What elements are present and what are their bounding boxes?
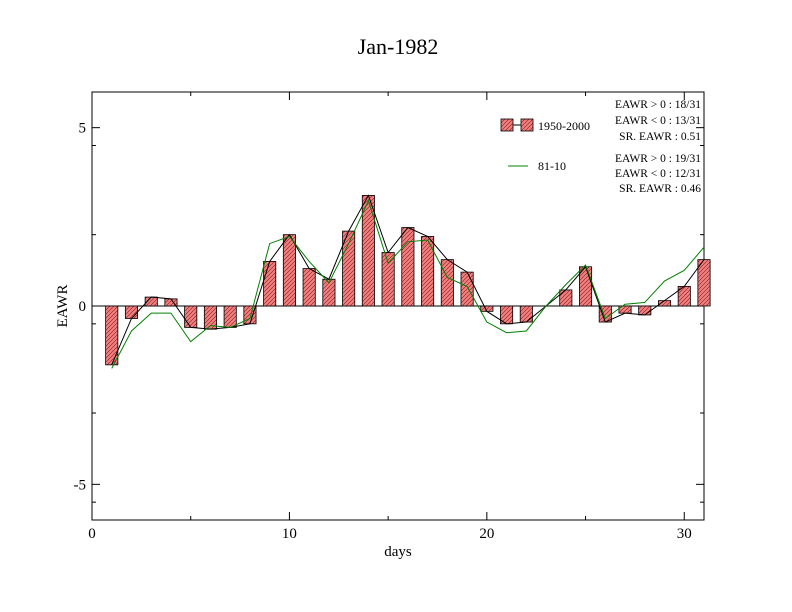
bar: [302, 268, 316, 307]
line-series-81-10: [111, 199, 705, 369]
bar-series-outline-line: [111, 194, 705, 366]
legend-label-81-10: 81-10: [538, 159, 566, 173]
bar: [519, 305, 533, 323]
x-axis: 0 10 20 30: [88, 92, 692, 542]
stat-line: EAWR > 0 : 19/31: [615, 153, 701, 165]
x-axis-label: days: [384, 544, 412, 560]
chart-title: Jan-1982: [358, 34, 439, 59]
bar: [184, 305, 198, 328]
bar: [381, 252, 395, 307]
stat-line: SR. EAWR : 0.46: [619, 183, 701, 195]
legend-swatch-bar-right: [520, 118, 534, 132]
bar: [579, 266, 593, 307]
y-tick-label: 5: [79, 121, 87, 137]
stats-81-10: EAWR > 0 : 19/31 EAWR < 0 : 12/31 SR. EA…: [615, 153, 701, 195]
bar: [124, 305, 139, 319]
bar: [440, 259, 454, 307]
bar: [361, 195, 375, 307]
y-tick-label: -5: [74, 477, 87, 493]
x-tick-label: 20: [479, 526, 494, 542]
stat-line: EAWR < 0 : 12/31: [615, 168, 701, 180]
bar: [223, 305, 237, 328]
x-tick-label: 10: [282, 526, 297, 542]
bar: [697, 259, 711, 307]
y-tick-label: 0: [79, 299, 87, 315]
stat-line: SR. EAWR : 0.51: [619, 131, 701, 143]
stat-line: EAWR > 0 : 18/31: [615, 99, 701, 111]
bar: [460, 271, 474, 307]
legend-label-1950-2000: 1950-2000: [538, 119, 590, 133]
bar: [559, 289, 573, 307]
legend-item-81-10: 81-10: [508, 159, 566, 173]
bar: [638, 305, 652, 316]
x-tick-label: 30: [677, 526, 692, 542]
bar: [421, 236, 435, 307]
legend-item-1950-2000: 1950-2000: [500, 118, 590, 133]
legend: 1950-2000 81-10 EAWR > 0 : 18/31 EAWR < …: [500, 99, 701, 195]
legend-swatch-bar-left: [500, 118, 514, 132]
bar-series-1950-2000: [105, 195, 711, 366]
stat-line: EAWR < 0 : 13/31: [615, 115, 701, 127]
y-axis-label: EAWR: [55, 285, 71, 328]
bar: [282, 234, 296, 307]
bar: [263, 261, 277, 307]
bar: [401, 227, 415, 307]
stats-1950-2000: EAWR > 0 : 18/31 EAWR < 0 : 13/31 SR. EA…: [615, 99, 701, 143]
x-tick-label: 0: [88, 526, 96, 542]
